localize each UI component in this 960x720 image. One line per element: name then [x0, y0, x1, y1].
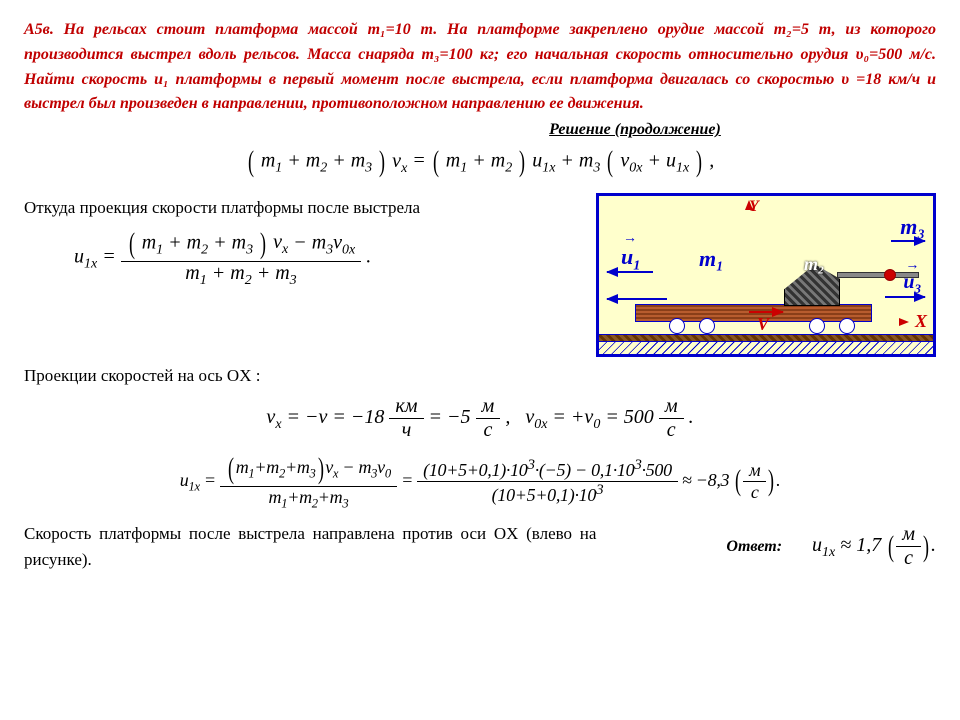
equation-momentum: ( m1 + m2 + m3 ) vx = ( m1 + m2 ) u1x + … — [24, 145, 936, 179]
arrow-v-left — [607, 298, 667, 300]
figure-diagram: Y X u1 m₁ m₂ m₃ u3 V — [596, 193, 936, 357]
wheel-icon — [809, 318, 825, 334]
equation-numeric: u1x = (m1+m2+m3)vx − m3v0 m1+m2+m3 = (10… — [24, 452, 936, 512]
label-u3: u3 — [903, 271, 921, 297]
axis-y-label: Y — [749, 198, 759, 216]
equation-u1x: u1x = ( m1 + m2 + m3 ) vx − m3v0x m1 + m… — [74, 227, 584, 289]
problem-label: А5в. — [24, 21, 54, 38]
para-direction: Скорость платформы после выстрела направ… — [24, 521, 596, 572]
para-projections-ox: Проекции скоростей на ось OX : — [24, 363, 936, 389]
answer-value: u1x ≈ 1,7 (мс). — [812, 523, 936, 570]
arrow-m3 — [891, 240, 925, 242]
problem-text: На рельсах стоит платформа массой m₁=10 … — [24, 21, 936, 112]
arrow-v — [749, 311, 783, 313]
label-m2: m₂ — [804, 254, 824, 275]
wheel-icon — [669, 318, 685, 334]
label-m1: m₁ — [699, 246, 724, 272]
axis-x-label: X — [915, 311, 927, 332]
solution-title: Решение (продолжение) — [334, 121, 936, 139]
para-projection: Откуда проекция скорости платформы после… — [24, 195, 584, 221]
rail — [599, 334, 933, 342]
wheel-icon — [839, 318, 855, 334]
wheel-icon — [699, 318, 715, 334]
label-v: V — [757, 314, 769, 335]
answer-label: Ответ: — [726, 538, 782, 556]
label-u1: u1 — [621, 244, 640, 274]
ground-hatching — [599, 342, 933, 354]
projectile — [884, 269, 896, 281]
equation-projections: vx = −v = −18 кмч = −5 мс , v0x = +v0 = … — [24, 395, 936, 442]
problem-statement: А5в. На рельсах стоит платформа массой m… — [24, 18, 936, 117]
